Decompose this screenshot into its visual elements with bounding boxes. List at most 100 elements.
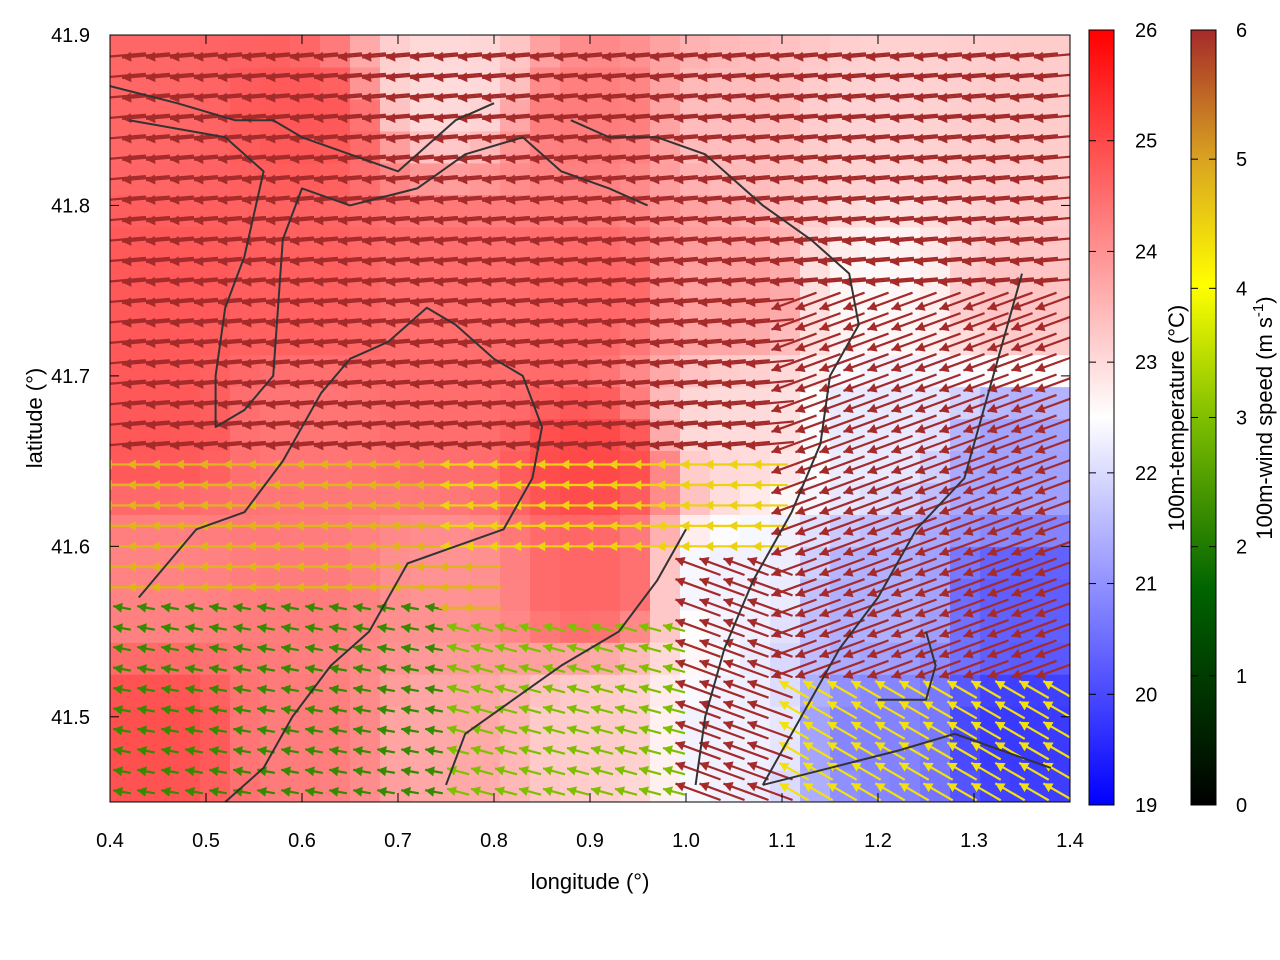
wind-vector-head: [650, 72, 660, 83]
wind-vector-head: [482, 154, 492, 165]
wind-vector-head: [458, 92, 468, 103]
heatmap-cell: [740, 35, 771, 68]
wind-vector-head: [722, 276, 732, 287]
wind-vector-head: [914, 194, 924, 205]
wind-vector-head: [266, 338, 276, 349]
wind-vector-head: [233, 766, 243, 777]
wind-vector-head: [602, 276, 612, 287]
wind-vector-head: [1035, 526, 1046, 536]
wind-vector-head: [338, 419, 348, 430]
wind-vector-head: [875, 783, 886, 793]
wind-vector-head: [470, 786, 481, 796]
wind-vector-head: [962, 154, 972, 165]
plot-area: [98, 35, 1070, 802]
wind-vector-head: [161, 725, 171, 736]
wind-vector-head: [723, 679, 734, 690]
wind-vector-head: [608, 541, 618, 552]
wind-vector-head: [530, 133, 540, 144]
wind-vector-head: [851, 701, 862, 711]
wind-vector-head: [1011, 444, 1022, 454]
wind-vector-head: [146, 154, 156, 165]
wind-vector-head: [795, 383, 806, 393]
wind-vector-head: [542, 684, 553, 694]
wind-vector-head: [434, 133, 444, 144]
heatmap-cell: [230, 450, 261, 484]
wind-vector-head: [947, 681, 958, 690]
wind-vector-head: [1034, 51, 1044, 62]
wind-vector-head: [137, 766, 147, 777]
wind-vector-head: [746, 92, 756, 103]
wind-vector-head: [113, 684, 123, 695]
wind-vector-head: [290, 215, 300, 226]
wind-vector-head: [386, 399, 396, 410]
wind-vector-head: [674, 419, 684, 430]
wind-vector-head: [890, 174, 900, 185]
wind-vector-head: [771, 567, 782, 577]
wind-vector-shaft: [110, 297, 147, 304]
wind-vector-head: [194, 113, 204, 124]
wind-vector-head: [342, 520, 352, 531]
wind-vector-head: [704, 500, 714, 511]
wind-vector-head: [722, 399, 732, 410]
wind-vector-head: [638, 663, 649, 674]
heatmap-cell: [380, 546, 411, 579]
wind-vector-head: [198, 541, 208, 552]
wind-vector-head: [771, 587, 782, 598]
wind-vector-head: [425, 725, 435, 736]
wind-vector-head: [1010, 194, 1020, 205]
wind-vector-head: [98, 399, 107, 409]
wind-vector-head: [626, 379, 636, 389]
x-tick-label: 0.8: [480, 830, 508, 852]
heatmap-cell: [320, 290, 351, 324]
wind-vector-head: [554, 51, 564, 62]
wind-vector-head: [290, 399, 300, 410]
heatmap-cell: [440, 770, 471, 802]
heatmap-cell: [260, 35, 291, 68]
wind-vector-head: [914, 256, 924, 267]
wind-vector-head: [150, 520, 160, 531]
wind-vector-head: [1010, 256, 1020, 267]
colorbar-tick-label: 4: [1236, 278, 1247, 300]
wind-vector-head: [584, 520, 594, 531]
wind-vector-head: [843, 526, 854, 536]
wind-vector-head: [542, 643, 553, 653]
wind-vector-head: [915, 608, 926, 618]
wind-vector-head: [650, 297, 660, 308]
wind-vector-head: [722, 379, 732, 389]
colorbar-tick-label: 3: [1236, 408, 1247, 430]
wind-vector-head: [161, 745, 171, 756]
wind-vector-head: [362, 399, 372, 410]
wind-vector-head: [890, 72, 900, 83]
wind-vector-head: [986, 51, 996, 62]
contour-line: [138, 306, 543, 802]
wind-vector-head: [386, 215, 396, 226]
wind-vector-head: [939, 342, 950, 352]
heatmap-cell: [260, 482, 291, 515]
wind-vector-head: [842, 113, 852, 124]
wind-vector-head: [602, 72, 612, 83]
wind-vector-head: [246, 561, 256, 572]
wind-vector-head: [566, 765, 577, 776]
wind-vector-head: [1011, 485, 1022, 495]
wind-vector-head: [722, 113, 732, 124]
wind-vector-head: [674, 113, 684, 124]
heatmap-cell: [680, 35, 711, 68]
wind-vector-head: [464, 479, 474, 490]
wind-vector-head: [506, 317, 516, 328]
wind-vector-head: [314, 297, 324, 308]
wind-vector-head: [338, 235, 348, 246]
wind-vector-head: [470, 704, 481, 715]
wind-vector-head: [246, 500, 256, 511]
heatmap-cell: [620, 35, 651, 68]
wind-vector-head: [122, 92, 132, 103]
wind-vector-head: [305, 684, 315, 695]
wind-vector-head: [338, 297, 348, 308]
wind-vector-head: [98, 134, 107, 144]
heatmap-cell: [110, 35, 141, 68]
wind-vector-head: [722, 440, 732, 451]
wind-vector-head: [170, 235, 180, 246]
wind-vector-head: [170, 440, 180, 451]
wind-vector-head: [752, 459, 762, 470]
wind-vector-head: [614, 663, 625, 674]
wind-vector-head: [650, 256, 660, 267]
